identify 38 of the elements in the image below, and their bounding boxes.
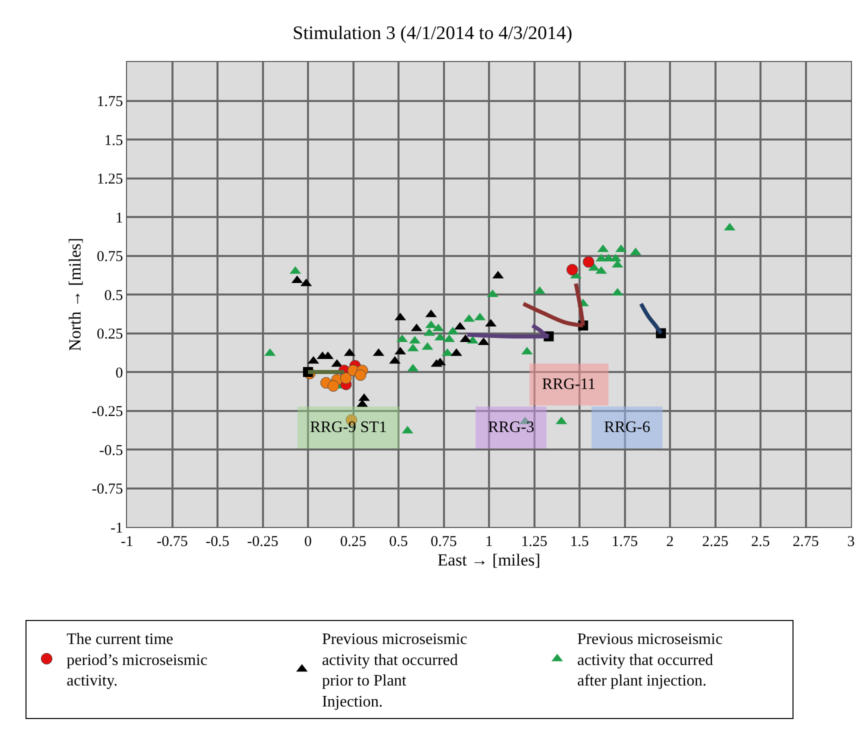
y-tick-label: 1: [116, 210, 123, 226]
annotation: RRG-11: [542, 376, 596, 393]
x-tick-label: 2.25: [702, 534, 728, 550]
y-tick-label: 1.25: [96, 172, 123, 188]
x-tick-label: 0.5: [389, 534, 408, 550]
x-tick-label: 1: [485, 534, 493, 550]
y-tick-label: 1.5: [104, 132, 123, 149]
annotation: RRG-9 ST1: [310, 419, 387, 436]
y-tick-label: -0.5: [99, 442, 123, 459]
x-tick-label: 1.5: [570, 534, 589, 550]
y-tick-label: -1: [110, 520, 123, 536]
y-tick-label: 1.75: [96, 94, 123, 110]
y-tick-label: -0.25: [92, 404, 123, 420]
x-tick-label: 1.75: [612, 534, 638, 550]
x-tick-label: 0.75: [430, 534, 457, 550]
legend-label: Previous microseismic activity that occurred after plant injection.: [577, 631, 723, 690]
y-axis-title: North → [miles]: [65, 238, 84, 352]
legend-label: Previous microseismic activity that occurred prior to Plant Injection.: [322, 631, 468, 711]
annotation: RRG-3: [488, 419, 534, 436]
y-tick-label: 0.5: [104, 288, 123, 304]
x-tick-label: 1.25: [521, 534, 548, 550]
x-tick-label: 2: [666, 534, 674, 550]
y-tick-label: 0: [116, 365, 123, 382]
y-tick-label: 0.75: [96, 249, 123, 265]
legend-label: The current time period’s microseismic activity.: [66, 631, 208, 690]
x-tick-label: 2.75: [792, 534, 819, 550]
y-tick-label: 0.25: [96, 326, 123, 342]
y-tick-label: -0.75: [92, 482, 123, 498]
annotation: RRG-6: [604, 419, 650, 436]
x-tick-label: -0.75: [156, 534, 188, 550]
x-tick-label: 0.25: [340, 534, 366, 550]
x-tick-label: -0.5: [206, 534, 230, 550]
x-tick-label: 0: [304, 534, 312, 550]
chart-title: Stimulation 3 (4/1/2014 to 4/3/2014): [292, 22, 572, 44]
x-tick-label: -0.25: [247, 534, 278, 550]
x-tick-label: 3: [847, 534, 855, 550]
x-axis-title: East → [miles]: [438, 550, 540, 570]
x-tick-label: 2.5: [751, 534, 770, 550]
